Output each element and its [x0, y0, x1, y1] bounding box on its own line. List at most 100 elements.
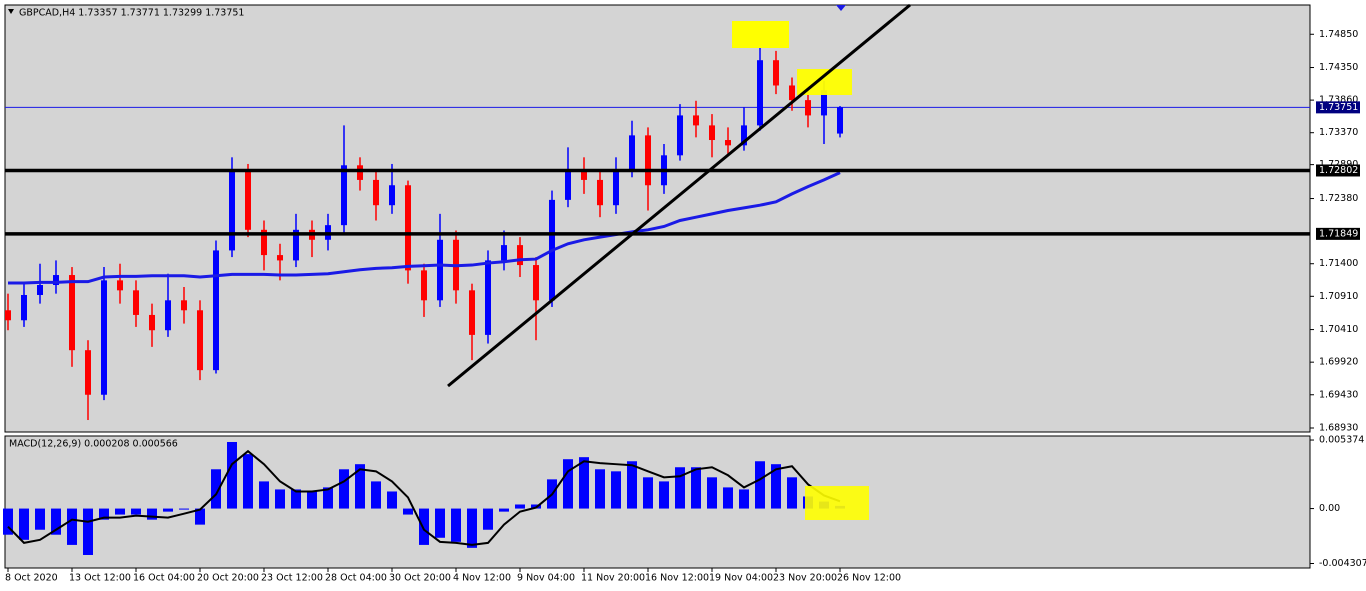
x-tick-label: 30 Oct 20:00 — [389, 573, 451, 584]
highlight-box — [732, 21, 789, 48]
highlight-box — [805, 486, 869, 520]
candle-body — [373, 179, 379, 206]
level-label: 1.71849 — [1319, 228, 1358, 239]
macd-bar — [419, 508, 429, 545]
y-tick-label: -0.004307 — [1319, 558, 1366, 569]
x-tick-label: 11 Nov 20:00 — [581, 573, 645, 584]
macd-bar — [643, 477, 653, 509]
candle-body — [53, 275, 59, 286]
candle-body — [773, 60, 779, 86]
price-layer — [5, 30, 1310, 421]
macd-bar — [563, 459, 573, 509]
candle-body — [597, 179, 603, 206]
macd-bar — [83, 508, 93, 555]
macd-bar — [51, 508, 61, 535]
candle-body — [757, 60, 763, 126]
y-tick-label: 1.74850 — [1319, 29, 1358, 40]
macd-bar — [627, 461, 637, 509]
macd-bar — [195, 508, 205, 525]
macd-bar — [355, 464, 365, 509]
candle-body — [245, 169, 251, 230]
candle-body — [501, 245, 507, 261]
macd-layer — [3, 441, 845, 555]
candle-body — [101, 280, 107, 395]
x-tick-label: 26 Nov 12:00 — [837, 573, 901, 584]
x-tick-label: 9 Nov 04:00 — [517, 573, 575, 584]
macd-bar — [115, 508, 125, 515]
y-tick-label: 1.73370 — [1319, 127, 1358, 138]
moving-average — [8, 171, 841, 285]
candle-body — [693, 115, 699, 126]
candle-body — [149, 314, 155, 331]
macd-bar — [323, 487, 333, 509]
candle-body — [37, 285, 43, 295]
candle-body — [85, 350, 91, 395]
shift-marker — [836, 5, 846, 11]
overlay — [5, 168, 1310, 236]
candle-body — [629, 135, 635, 170]
candle-body — [469, 290, 475, 335]
x-tick-label: 13 Oct 12:00 — [69, 573, 131, 584]
candle-body — [21, 294, 27, 321]
macd-bar — [99, 508, 109, 520]
y-tick-label: 1.72380 — [1319, 193, 1358, 204]
x-tick-label: 16 Nov 12:00 — [645, 573, 709, 584]
candle-body — [421, 270, 427, 301]
candle-body — [165, 300, 171, 331]
candle-body — [517, 245, 523, 266]
price-pane — [4, 4, 1311, 433]
y-tick-label: 1.70910 — [1319, 291, 1358, 302]
y-tick-label: 1.74350 — [1319, 62, 1358, 73]
candle-body — [389, 185, 395, 206]
macd-bar — [3, 508, 13, 535]
candle-body — [613, 169, 619, 206]
macd-bar — [675, 467, 685, 509]
x-tick-label: 23 Oct 12:00 — [261, 573, 323, 584]
trend-line — [447, 3, 911, 388]
candle-body — [341, 165, 347, 226]
candle-body — [485, 260, 491, 335]
candle-body — [645, 135, 651, 186]
x-tick-label: 16 Oct 04:00 — [133, 573, 195, 584]
macd-bar — [755, 461, 765, 509]
candle-body — [117, 280, 123, 291]
candle-body — [437, 239, 443, 301]
candle-body — [789, 85, 795, 101]
signal-line — [7, 449, 841, 546]
macd-bar — [371, 481, 381, 509]
x-tick-label: 23 Nov 20:00 — [773, 573, 837, 584]
candle-body — [405, 185, 411, 271]
y-tick-label: 1.73860 — [1319, 95, 1358, 106]
macd-bar — [307, 491, 317, 509]
macd-bar — [211, 469, 221, 509]
candle-body — [5, 310, 11, 321]
candle-body — [805, 100, 811, 116]
macd-bar — [387, 491, 397, 509]
level-label-box — [1316, 227, 1360, 240]
macd-bar — [291, 489, 301, 509]
level-label-box — [1316, 164, 1360, 177]
macd-bar — [243, 454, 253, 509]
macd-bar — [595, 469, 605, 509]
macd-bar — [451, 508, 461, 542]
y-tick-label: 0.00 — [1319, 503, 1340, 514]
y-tick-label: 1.68930 — [1319, 423, 1358, 434]
x-tick-label: 20 Oct 20:00 — [197, 573, 259, 584]
macd-bar — [67, 508, 77, 545]
candle-body — [741, 125, 747, 146]
candle-body — [213, 250, 219, 371]
chart-title: GBPCAD,H4 1.73357 1.73771 1.73299 1.7375… — [19, 8, 244, 19]
candle-body — [357, 165, 363, 180]
macd-bar — [787, 477, 797, 509]
x-tick-label: 4 Nov 12:00 — [453, 573, 511, 584]
candle-body — [565, 169, 571, 200]
macd-bar — [739, 489, 749, 509]
macd-bar — [163, 508, 173, 512]
candle-body — [69, 275, 75, 351]
bid-label-box — [1316, 101, 1360, 114]
candle-body — [277, 255, 283, 261]
macd-bar — [435, 508, 445, 538]
macd-bar — [691, 467, 701, 509]
candle-body — [197, 310, 203, 371]
